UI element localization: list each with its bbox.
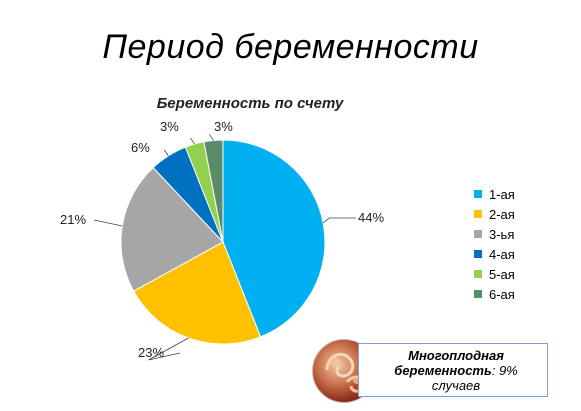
leader-line-2 [148, 337, 189, 361]
legend-swatch-3 [474, 230, 482, 238]
data-label-2: 23% [138, 345, 164, 360]
pie-slice-6 [203, 139, 224, 243]
legend-swatch-6 [474, 290, 482, 298]
legend-item-2: 2-ая [474, 204, 515, 224]
chart-title: Беременность по счету [156, 95, 344, 112]
pie-slice-1 [222, 139, 326, 338]
note-rest: : 9% случаев [431, 363, 518, 393]
data-label-1: 44% [358, 210, 384, 225]
legend-swatch-2 [474, 210, 482, 218]
data-label-3: 21% [60, 212, 86, 227]
data-label-5: 3% [160, 119, 179, 134]
legend-swatch-5 [474, 270, 482, 278]
note-bold: Многоплодная беременность [394, 348, 504, 378]
legend-label-5: 5-ая [489, 266, 515, 282]
data-label-4: 6% [131, 140, 150, 155]
legend-label-6: 6-ая [489, 286, 515, 302]
legend-swatch-1 [474, 190, 482, 198]
note-text: Многоплодная беременность: 9% случаев [372, 348, 540, 393]
legend-swatch-4 [474, 250, 482, 258]
legend-label-1: 1-ая [489, 186, 515, 202]
leader-line-4 [164, 149, 169, 157]
legend-label-4: 4-ая [489, 246, 515, 262]
data-label-6: 3% [214, 119, 233, 134]
legend-item-4: 4-ая [474, 244, 515, 264]
leader-line-5 [190, 137, 195, 145]
legend-item-5: 5-ая [474, 264, 515, 284]
leader-line-1 [322, 217, 356, 224]
legend-item-6: 6-ая [474, 284, 515, 304]
leader-line-6 [209, 134, 214, 141]
legend-item-3: 3-ья [474, 224, 515, 244]
pie-slice-2 [132, 241, 262, 345]
legend-label-2: 2-ая [489, 206, 515, 222]
legend-item-1: 1-ая [474, 184, 515, 204]
legend-label-3: 3-ья [489, 226, 515, 242]
slide-title: Период беременности [102, 28, 479, 66]
leader-line-3 [93, 219, 123, 227]
note-box [358, 343, 548, 397]
chart-legend: 1-ая 2-ая 3-ья 4-ая 5-ая 6-ая [474, 184, 515, 304]
